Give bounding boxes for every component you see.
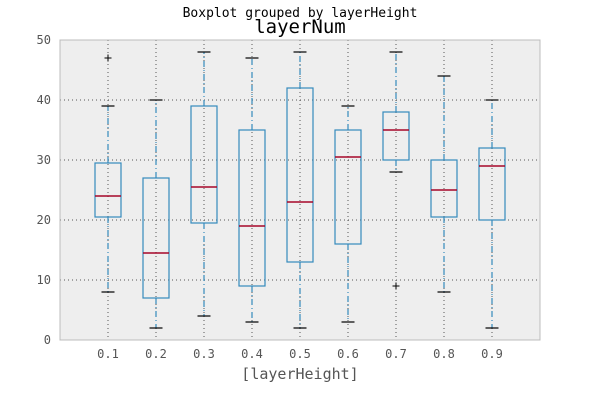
x-tick-label: 0.8 bbox=[433, 347, 455, 361]
y-tick-label: 20 bbox=[37, 213, 51, 227]
x-tick-label: 0.2 bbox=[145, 347, 167, 361]
box-group-0.8 bbox=[430, 75, 458, 293]
x-tick-label: 0.5 bbox=[289, 347, 311, 361]
box bbox=[430, 159, 458, 218]
x-tick-label: 0.4 bbox=[241, 347, 263, 361]
box bbox=[142, 177, 170, 299]
y-tick-label: 10 bbox=[37, 273, 51, 287]
box-group-0.3 bbox=[190, 51, 218, 317]
box-group-0.6 bbox=[334, 105, 362, 323]
box-group-0.4 bbox=[238, 57, 266, 323]
box bbox=[334, 129, 362, 245]
box bbox=[238, 129, 266, 287]
flier-marker bbox=[104, 54, 112, 62]
box bbox=[190, 105, 218, 224]
y-tick-label: 40 bbox=[37, 93, 51, 107]
box-group-0.2 bbox=[142, 99, 170, 329]
x-tick-label: 0.3 bbox=[193, 347, 215, 361]
plot-frame bbox=[59, 39, 541, 341]
box-group-0.5 bbox=[286, 51, 314, 329]
x-tick-label: 0.7 bbox=[385, 347, 407, 361]
x-axis-label: [layerHeight] bbox=[241, 365, 358, 383]
y-tick-label: 30 bbox=[37, 153, 51, 167]
box-group-0.7 bbox=[382, 51, 410, 290]
chart-suptitle: Boxplot grouped by layerHeight bbox=[183, 6, 418, 21]
boxes-group bbox=[94, 51, 506, 329]
chart-title: layerNum bbox=[254, 16, 346, 38]
y-tick-label: 0 bbox=[44, 333, 51, 347]
box-group-0.9 bbox=[478, 99, 506, 329]
x-axis: 0.1 0.2 0.3 0.4 0.5 0.6 0.7 0.8 0.9 bbox=[97, 347, 503, 361]
flier-marker bbox=[392, 282, 400, 290]
box bbox=[478, 147, 506, 221]
box bbox=[94, 162, 122, 218]
box bbox=[286, 87, 314, 263]
box-group-0.1 bbox=[94, 54, 122, 293]
y-axis: 0 10 20 30 40 50 bbox=[37, 33, 51, 347]
x-tick-label: 0.9 bbox=[481, 347, 503, 361]
y-tick-label: 50 bbox=[37, 33, 51, 47]
x-tick-label: 0.1 bbox=[97, 347, 119, 361]
x-tick-label: 0.6 bbox=[337, 347, 359, 361]
box bbox=[382, 111, 410, 161]
